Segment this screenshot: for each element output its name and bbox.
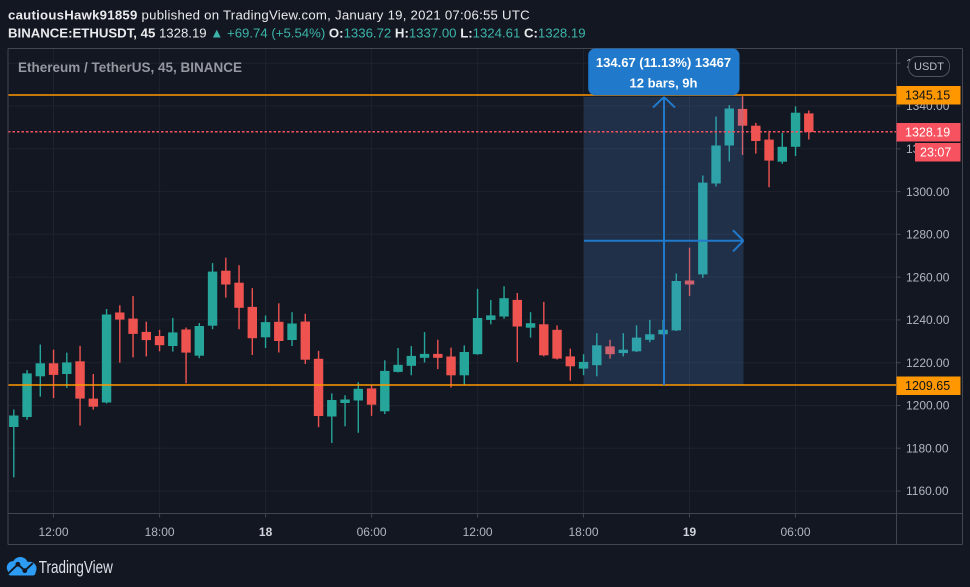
svg-text:18: 18 <box>259 525 273 539</box>
svg-text:134.67 (11.13%) 13467: 134.67 (11.13%) 13467 <box>596 55 731 70</box>
svg-text:1209.65: 1209.65 <box>905 379 950 393</box>
svg-text:12:00: 12:00 <box>463 525 493 539</box>
svg-text:1220.00: 1220.00 <box>906 356 950 370</box>
svg-text:1260.00: 1260.00 <box>906 270 950 284</box>
svg-text:Ethereum / TetherUS, 45, BINAN: Ethereum / TetherUS, 45, BINANCE <box>18 60 242 75</box>
svg-text:USDT: USDT <box>914 61 944 73</box>
svg-text:1300.00: 1300.00 <box>906 185 950 199</box>
svg-text:06:00: 06:00 <box>357 525 387 539</box>
svg-text:06:00: 06:00 <box>780 525 810 539</box>
svg-text:12 bars, 9h: 12 bars, 9h <box>630 76 698 91</box>
svg-text:BINANCE:ETHUSDT, 45 1328.19 ▲: BINANCE:ETHUSDT, 45 1328.19 ▲ +69.74 (+5… <box>8 26 586 41</box>
svg-text:19: 19 <box>683 525 697 539</box>
svg-text:1280.00: 1280.00 <box>906 228 950 242</box>
svg-text:1240.00: 1240.00 <box>906 313 950 327</box>
svg-text:18:00: 18:00 <box>145 525 175 539</box>
svg-text:1328.19: 1328.19 <box>905 126 950 140</box>
svg-text:1345.15: 1345.15 <box>905 89 950 103</box>
svg-text:TradingView: TradingView <box>39 557 113 577</box>
svg-text:cautiousHawk91859 published on: cautiousHawk91859 published on TradingVi… <box>8 8 530 23</box>
svg-text:1180.00: 1180.00 <box>906 441 949 455</box>
svg-text:12:00: 12:00 <box>38 525 68 539</box>
svg-text:18:00: 18:00 <box>568 525 598 539</box>
svg-text:1200.00: 1200.00 <box>906 399 950 413</box>
svg-text:23:07: 23:07 <box>920 146 951 160</box>
svg-text:1160.00: 1160.00 <box>906 484 949 498</box>
